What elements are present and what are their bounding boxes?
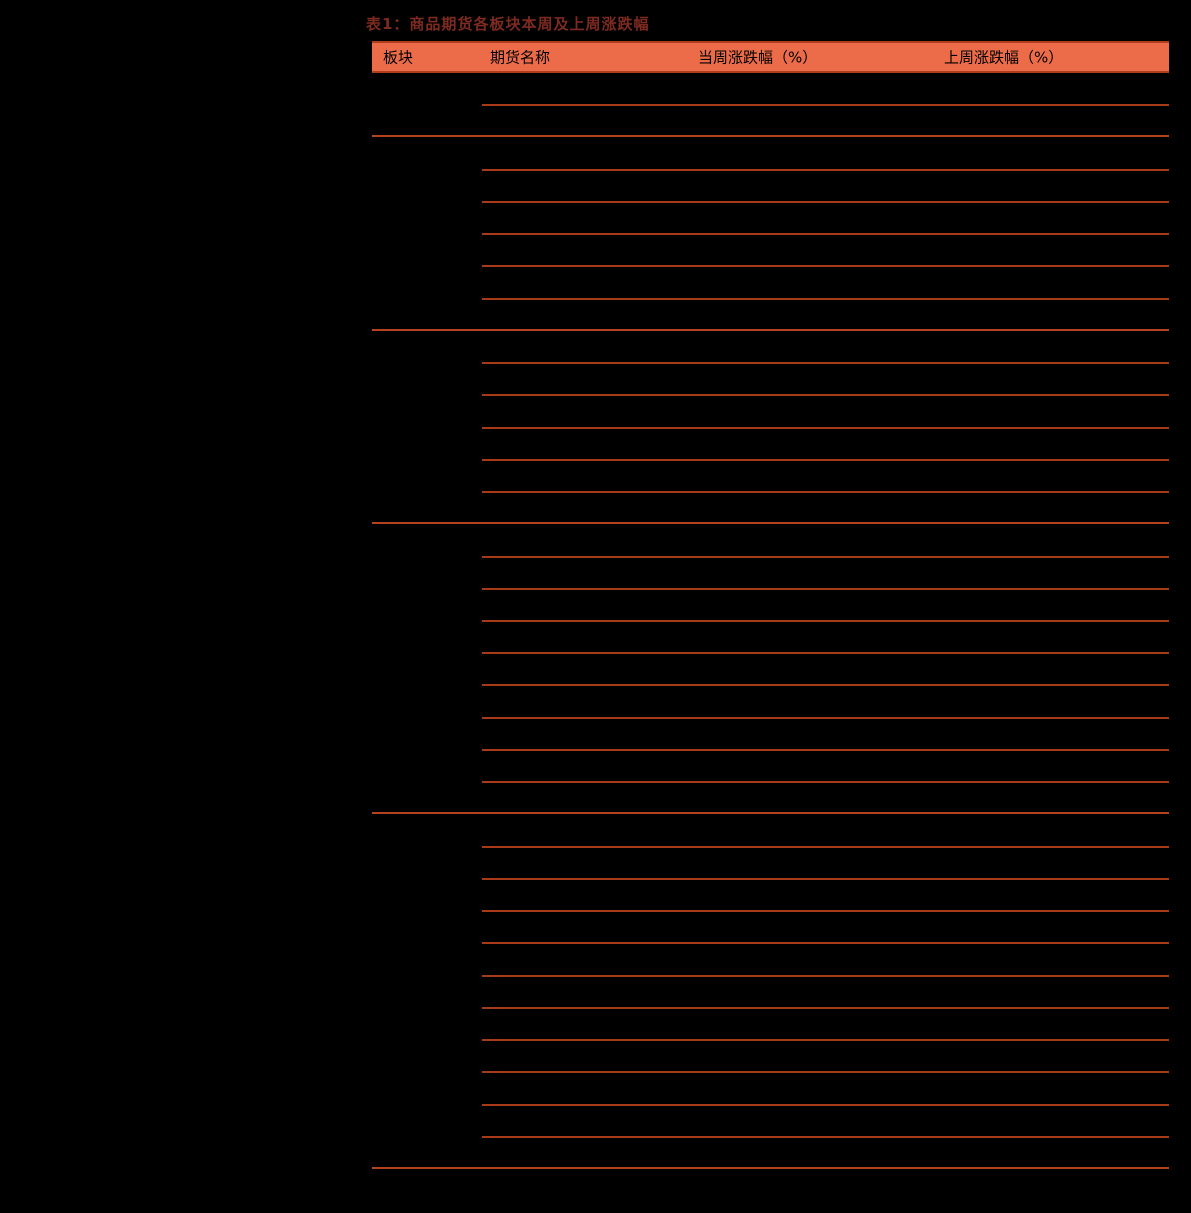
table-row bbox=[372, 394, 1169, 427]
sector-group-1 bbox=[372, 73, 1169, 138]
table-row bbox=[372, 265, 1169, 298]
table-row bbox=[372, 587, 1169, 621]
table-row bbox=[372, 845, 1169, 879]
table-row bbox=[372, 716, 1169, 750]
table-row bbox=[372, 748, 1169, 782]
table-row bbox=[372, 877, 1169, 911]
table-row bbox=[372, 974, 1169, 1008]
sector-group-5 bbox=[372, 814, 1169, 1169]
table-row bbox=[372, 362, 1169, 395]
table-row bbox=[372, 297, 1169, 331]
sector-group-2 bbox=[372, 137, 1169, 332]
table-row bbox=[372, 814, 1169, 846]
table-row bbox=[372, 426, 1169, 460]
column-header-sector: 板块 bbox=[383, 48, 414, 67]
table-title: 表1：商品期货各板块本周及上周涨跌幅 bbox=[366, 15, 650, 33]
table-body bbox=[372, 73, 1169, 1169]
sector-group-4 bbox=[372, 524, 1169, 815]
column-header-current-week-change: 当周涨跌幅（%） bbox=[698, 48, 818, 67]
table-row bbox=[372, 1071, 1169, 1104]
table-row bbox=[372, 942, 1169, 975]
column-header-last-week-change: 上周涨跌幅（%） bbox=[944, 48, 1064, 67]
table-row bbox=[372, 524, 1169, 556]
table-row bbox=[372, 781, 1169, 814]
table-row bbox=[372, 1039, 1169, 1072]
table-row bbox=[372, 73, 1169, 105]
table-row bbox=[372, 1135, 1169, 1169]
table-row bbox=[372, 331, 1169, 363]
table-row bbox=[372, 652, 1169, 685]
table-row bbox=[372, 137, 1169, 169]
table-row bbox=[372, 168, 1169, 202]
table-row bbox=[372, 458, 1169, 492]
table-row bbox=[372, 491, 1169, 524]
sector-group-3 bbox=[372, 331, 1169, 525]
table-row bbox=[372, 555, 1169, 589]
table-row bbox=[372, 104, 1169, 137]
table-row bbox=[372, 1103, 1169, 1137]
table-row bbox=[372, 200, 1169, 234]
table-row bbox=[372, 1006, 1169, 1040]
table-row bbox=[372, 910, 1169, 943]
table-row bbox=[372, 233, 1169, 266]
table-row bbox=[372, 684, 1169, 717]
futures-table: 板块 期货名称 当周涨跌幅（%） 上周涨跌幅（%） bbox=[372, 41, 1169, 1169]
column-header-futures-name: 期货名称 bbox=[490, 48, 551, 67]
table-header-row: 板块 期货名称 当周涨跌幅（%） 上周涨跌幅（%） bbox=[372, 41, 1169, 73]
table-row bbox=[372, 619, 1169, 653]
